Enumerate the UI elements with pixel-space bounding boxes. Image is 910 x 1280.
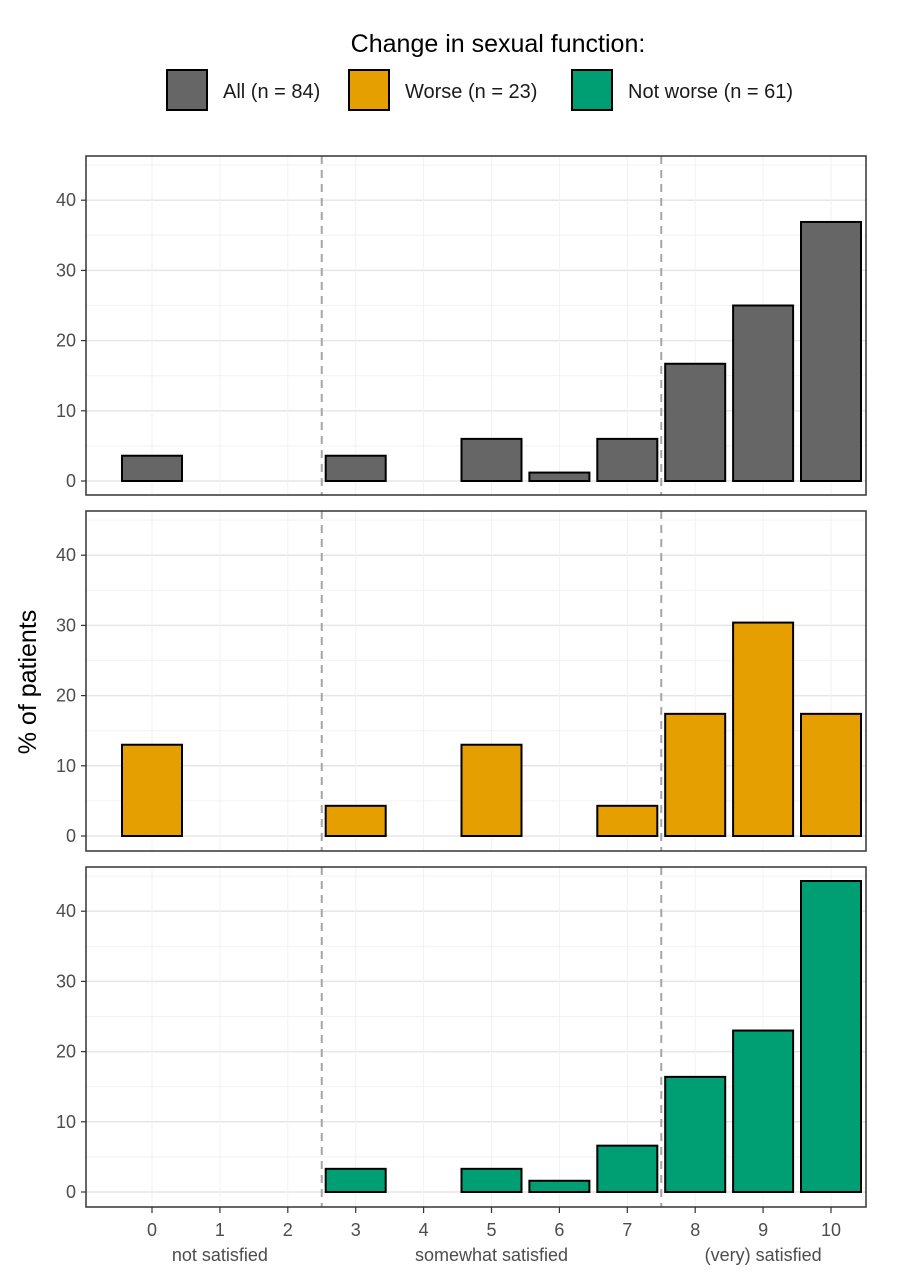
panel-border — [85, 155, 867, 496]
bar-1-10 — [800, 712, 862, 837]
y-tick-label: 0 — [66, 471, 76, 491]
y-tick-label: 20 — [56, 331, 76, 351]
bar-1-9 — [732, 621, 795, 837]
bar-1-3 — [324, 804, 387, 838]
bar-0-3 — [324, 454, 387, 482]
y-tick-label: 0 — [66, 826, 76, 846]
bar-0-9 — [732, 304, 795, 482]
bar-0-8 — [664, 362, 727, 482]
bar-1-5 — [460, 743, 523, 837]
bar-2-5 — [460, 1167, 523, 1193]
panel-2: 0 10 20 30 40 — [56, 866, 867, 1208]
bar-1-0 — [121, 743, 183, 837]
bar-2-6 — [528, 1179, 591, 1193]
y-tick-label: 40 — [56, 190, 76, 210]
x-tick-label: 0 — [147, 1220, 157, 1240]
bar-0-5 — [460, 437, 523, 483]
panel-border — [85, 866, 867, 1208]
bar-0-6 — [528, 471, 591, 482]
legend-key-0 — [166, 69, 208, 111]
legend-key-1 — [348, 69, 390, 111]
bar-2-3 — [324, 1167, 387, 1193]
panel-border — [85, 510, 867, 852]
x-group-label: (very) satisfied — [705, 1245, 822, 1265]
x-group-label: not satisfied — [172, 1245, 268, 1265]
x-tick-label: 6 — [554, 1220, 564, 1240]
legend-key-2 — [571, 69, 613, 111]
x-tick-label: 2 — [283, 1220, 293, 1240]
bar-2-9 — [732, 1029, 795, 1194]
bar-0-10 — [800, 220, 862, 482]
y-tick-label: 20 — [56, 686, 76, 706]
x-tick-label: 1 — [215, 1220, 225, 1240]
bar-0-0 — [121, 454, 183, 482]
legend-label-1: Worse (n = 23) — [405, 81, 537, 103]
legend-label-2: Not worse (n = 61) — [628, 81, 793, 103]
x-tick-label: 10 — [821, 1220, 841, 1240]
x-tick-label: 8 — [690, 1220, 700, 1240]
x-tick-label: 4 — [419, 1220, 429, 1240]
y-tick-label: 40 — [56, 545, 76, 565]
x-tick-label: 3 — [351, 1220, 361, 1240]
y-tick-label: 0 — [66, 1182, 76, 1202]
x-group-label: somewhat satisfied — [415, 1245, 568, 1265]
x-tick-label: 5 — [486, 1220, 496, 1240]
y-tick-label: 40 — [56, 901, 76, 921]
bar-1-7 — [596, 804, 659, 838]
y-tick-label: 30 — [56, 260, 76, 280]
bar-2-8 — [664, 1075, 727, 1193]
x-tick-label: 9 — [758, 1220, 768, 1240]
panel-0: 0 10 20 30 40 — [56, 155, 867, 496]
y-tick-label: 10 — [56, 756, 76, 776]
bar-2-7 — [596, 1144, 659, 1193]
y-tick-label: 30 — [56, 615, 76, 635]
panel-1: 0 10 20 30 40 — [56, 510, 867, 852]
legend-label-0: All (n = 84) — [223, 81, 320, 103]
y-tick-label: 10 — [56, 401, 76, 421]
y-tick-label: 30 — [56, 971, 76, 991]
legend: Change in sexual function: All (n = 84) W… — [166, 30, 793, 111]
y-axis-title: % of patients — [14, 610, 42, 755]
legend-title: Change in sexual function: — [351, 30, 646, 58]
bar-1-8 — [664, 712, 727, 837]
y-tick-label: 20 — [56, 1042, 76, 1062]
x-tick-label: 7 — [622, 1220, 632, 1240]
y-tick-label: 10 — [56, 1112, 76, 1132]
bar-2-10 — [800, 880, 862, 1193]
bar-0-7 — [596, 437, 659, 483]
